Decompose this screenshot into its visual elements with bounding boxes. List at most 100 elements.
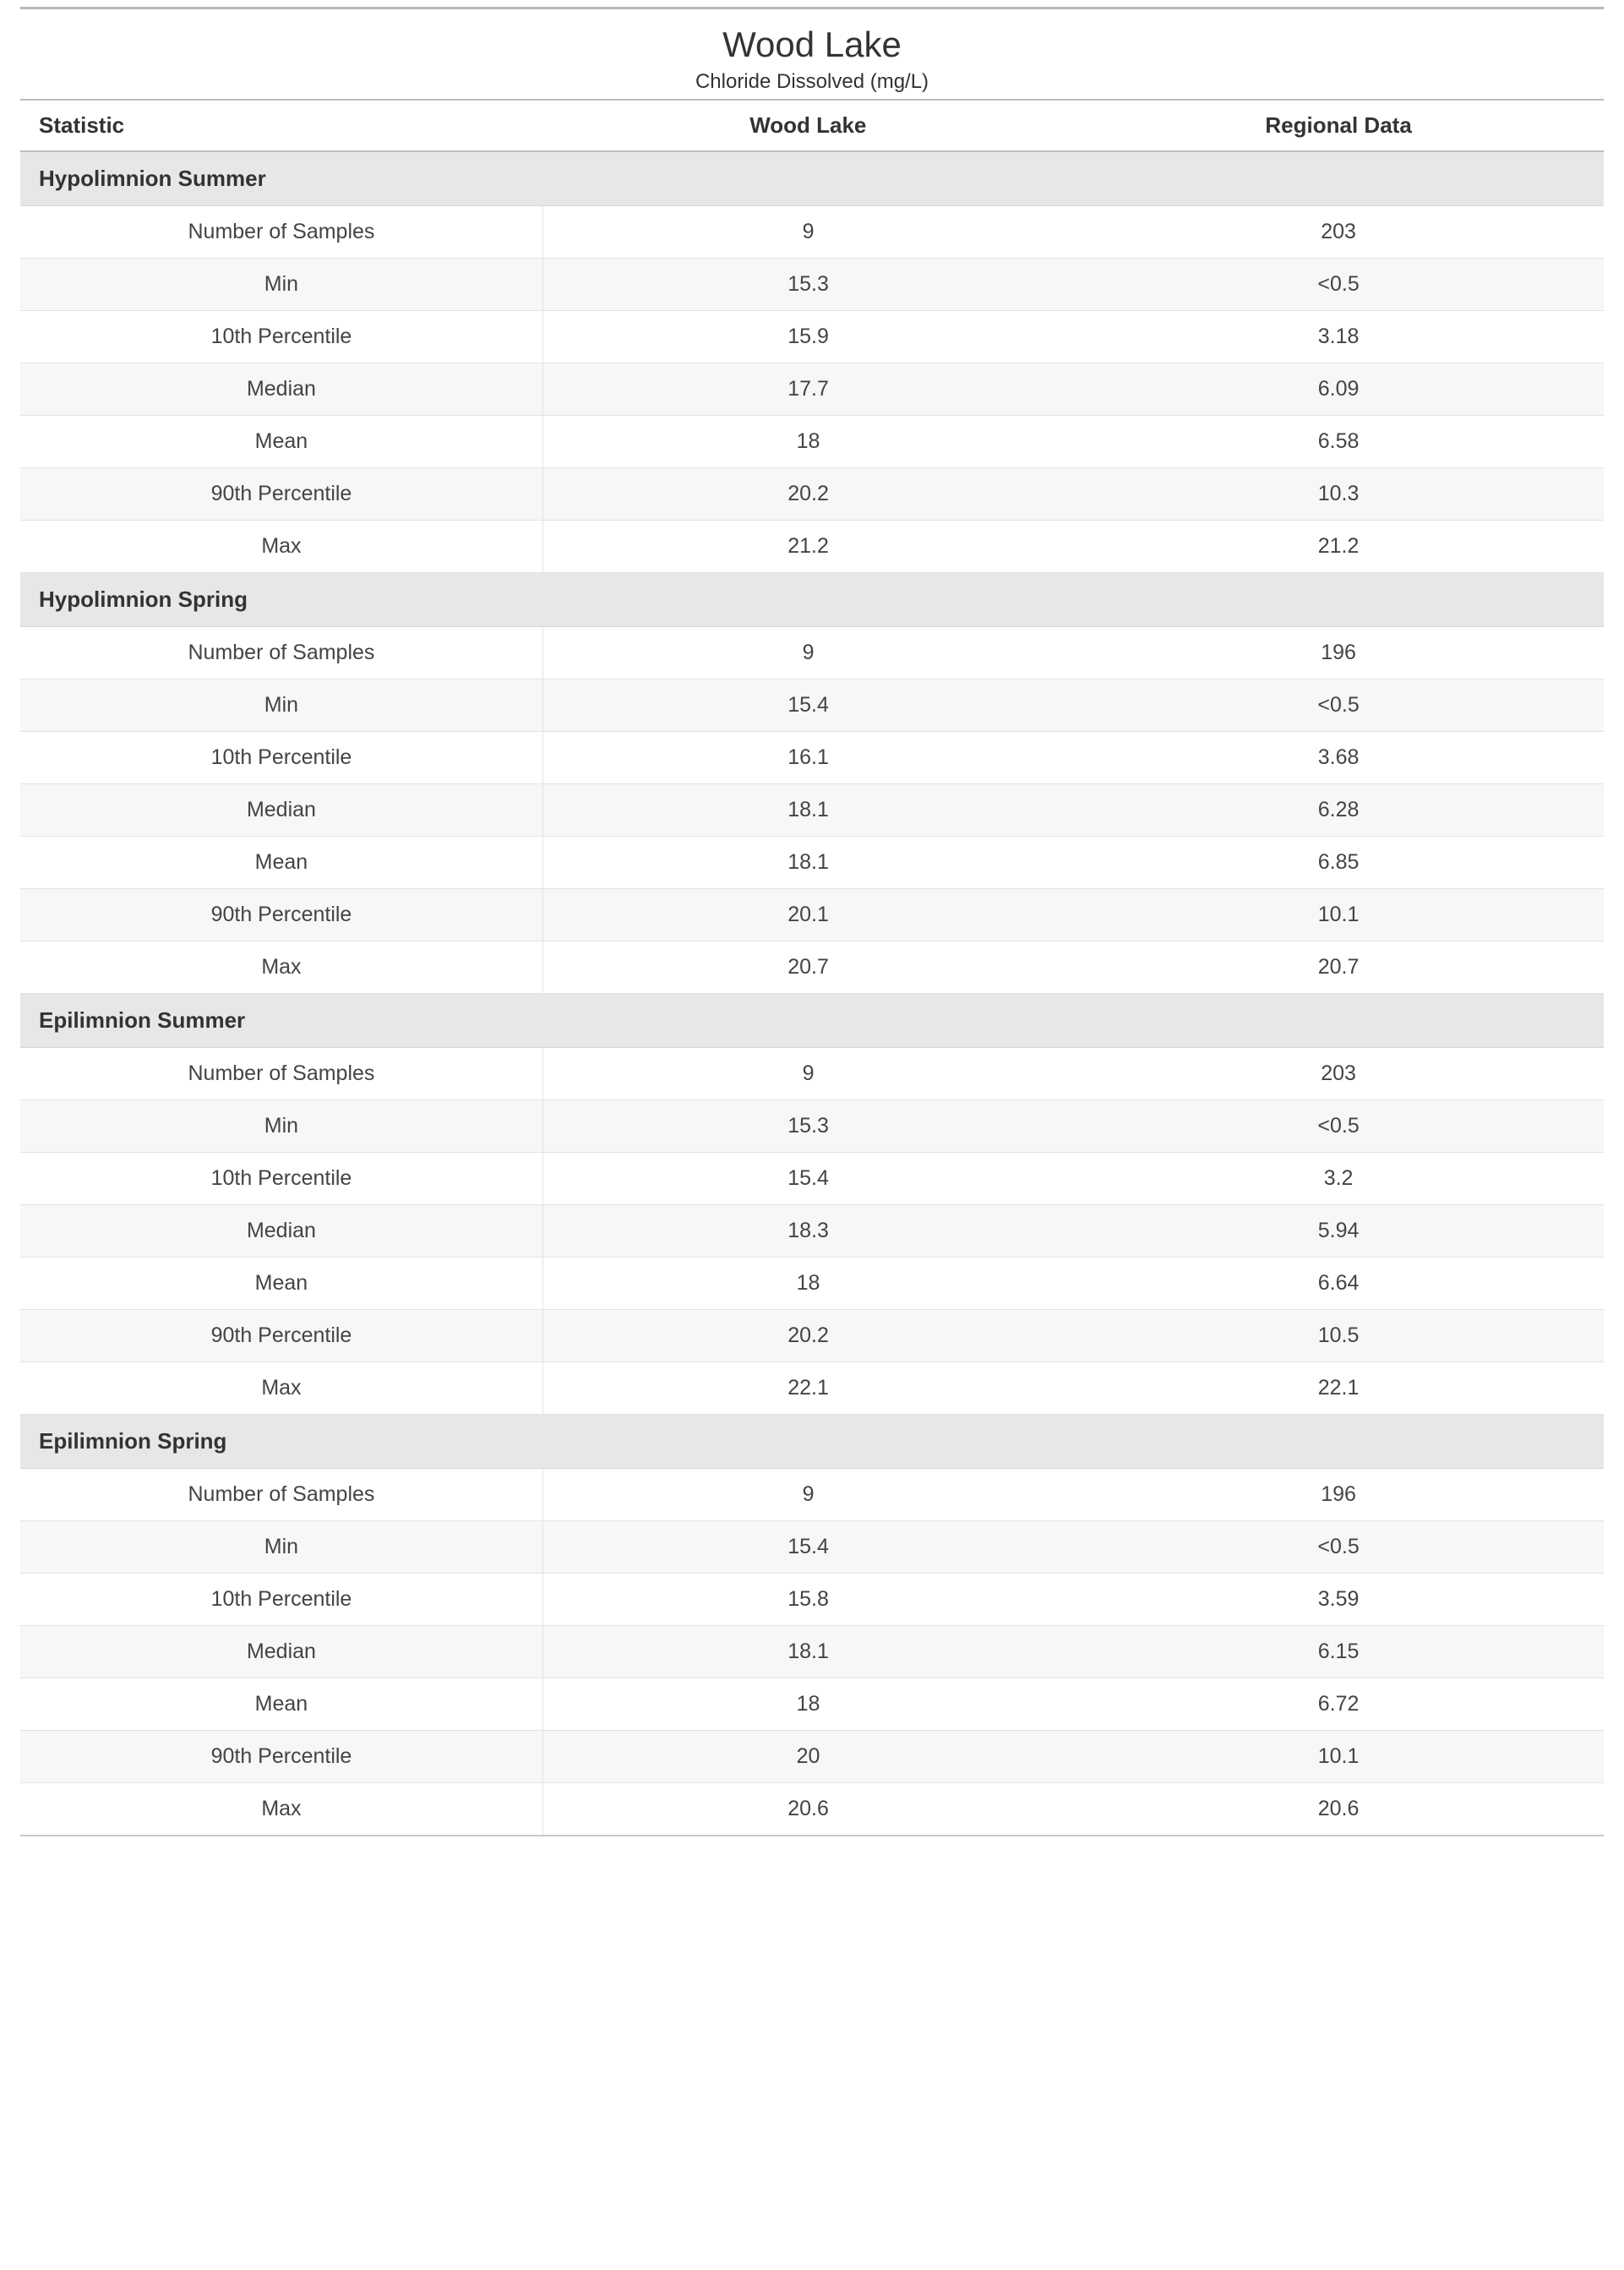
regional-cell: 6.72 [1073,1678,1604,1731]
regional-cell: 3.68 [1073,732,1604,784]
stat-name-cell: 10th Percentile [20,1153,542,1205]
page-subtitle: Chloride Dissolved (mg/L) [20,70,1604,94]
section-header: Epilimnion Summer [20,994,1604,1048]
table-row: Median18.16.28 [20,784,1604,837]
table-row: Median18.16.15 [20,1626,1604,1678]
wood-lake-cell: 18.1 [542,1626,1073,1678]
regional-cell: <0.5 [1073,259,1604,311]
wood-lake-cell: 18 [542,1678,1073,1731]
wood-lake-cell: 16.1 [542,732,1073,784]
table-head: Statistic Wood Lake Regional Data [20,100,1604,151]
wood-lake-cell: 20.6 [542,1783,1073,1836]
regional-cell: 203 [1073,206,1604,259]
wood-lake-cell: 20.7 [542,941,1073,994]
wood-lake-cell: 18.3 [542,1205,1073,1258]
wood-lake-cell: 18.1 [542,784,1073,837]
stat-name-cell: Min [20,1100,542,1153]
regional-cell: 5.94 [1073,1205,1604,1258]
stat-name-cell: Mean [20,837,542,889]
table-body: Hypolimnion SummerNumber of Samples9203M… [20,151,1604,1836]
stat-name-cell: Max [20,941,542,994]
stat-name-cell: Max [20,1362,542,1415]
stat-name-cell: Min [20,259,542,311]
regional-cell: 6.28 [1073,784,1604,837]
regional-cell: 6.64 [1073,1258,1604,1310]
stat-name-cell: Min [20,1521,542,1574]
wood-lake-cell: 9 [542,206,1073,259]
wood-lake-cell: 20.2 [542,468,1073,521]
section-header: Hypolimnion Summer [20,151,1604,206]
table-row: Number of Samples9203 [20,206,1604,259]
table-row: 10th Percentile15.43.2 [20,1153,1604,1205]
stat-name-cell: 90th Percentile [20,889,542,941]
regional-cell: 6.15 [1073,1626,1604,1678]
stat-name-cell: Median [20,784,542,837]
table-row: 90th Percentile20.210.5 [20,1310,1604,1362]
wood-lake-cell: 15.3 [542,259,1073,311]
table-row: Mean186.64 [20,1258,1604,1310]
top-rule [20,7,1604,9]
col-header-statistic: Statistic [20,100,542,151]
table-row: Min15.3<0.5 [20,259,1604,311]
table-row: 10th Percentile16.13.68 [20,732,1604,784]
regional-cell: 196 [1073,1469,1604,1521]
table-row: Mean186.72 [20,1678,1604,1731]
regional-cell: 6.09 [1073,363,1604,416]
stat-name-cell: Mean [20,1678,542,1731]
regional-cell: 6.58 [1073,416,1604,468]
regional-cell: 10.1 [1073,889,1604,941]
table-row: 10th Percentile15.83.59 [20,1574,1604,1626]
table-row: Min15.4<0.5 [20,679,1604,732]
wood-lake-cell: 20.1 [542,889,1073,941]
table-row: Mean186.58 [20,416,1604,468]
stat-name-cell: Mean [20,416,542,468]
regional-cell: 196 [1073,627,1604,679]
regional-cell: 203 [1073,1048,1604,1100]
section-title: Hypolimnion Spring [20,573,1604,627]
stat-name-cell: Max [20,521,542,573]
table-row: Max22.122.1 [20,1362,1604,1415]
regional-cell: <0.5 [1073,1100,1604,1153]
wood-lake-cell: 20.2 [542,1310,1073,1362]
regional-cell: 3.59 [1073,1574,1604,1626]
stat-name-cell: Mean [20,1258,542,1310]
regional-cell: 20.7 [1073,941,1604,994]
regional-cell: <0.5 [1073,679,1604,732]
wood-lake-cell: 21.2 [542,521,1073,573]
wood-lake-cell: 15.4 [542,1521,1073,1574]
regional-cell: 10.5 [1073,1310,1604,1362]
stat-name-cell: Median [20,1626,542,1678]
wood-lake-cell: 15.8 [542,1574,1073,1626]
regional-cell: 3.18 [1073,311,1604,363]
table-row: Max20.620.6 [20,1783,1604,1836]
stat-name-cell: 10th Percentile [20,311,542,363]
table-row: Min15.3<0.5 [20,1100,1604,1153]
stat-name-cell: Max [20,1783,542,1836]
title-block: Wood Lake Chloride Dissolved (mg/L) [20,16,1604,99]
table-row: 90th Percentile20.210.3 [20,468,1604,521]
stat-name-cell: Median [20,363,542,416]
col-header-regional: Regional Data [1073,100,1604,151]
regional-cell: 20.6 [1073,1783,1604,1836]
section-header: Epilimnion Spring [20,1415,1604,1469]
wood-lake-cell: 20 [542,1731,1073,1783]
wood-lake-cell: 15.4 [542,679,1073,732]
page-title: Wood Lake [20,25,1604,65]
table-row: 10th Percentile15.93.18 [20,311,1604,363]
table-row: Min15.4<0.5 [20,1521,1604,1574]
stat-name-cell: Median [20,1205,542,1258]
stat-name-cell: 90th Percentile [20,468,542,521]
table-row: Median18.35.94 [20,1205,1604,1258]
wood-lake-cell: 17.7 [542,363,1073,416]
section-title: Epilimnion Spring [20,1415,1604,1469]
wood-lake-cell: 18 [542,1258,1073,1310]
table-row: 90th Percentile20.110.1 [20,889,1604,941]
stat-name-cell: 10th Percentile [20,1574,542,1626]
wood-lake-cell: 9 [542,1469,1073,1521]
page-container: Wood Lake Chloride Dissolved (mg/L) Stat… [0,0,1624,1857]
wood-lake-cell: 18.1 [542,837,1073,889]
regional-cell: 10.1 [1073,1731,1604,1783]
regional-cell: 10.3 [1073,468,1604,521]
wood-lake-cell: 15.9 [542,311,1073,363]
regional-cell: 3.2 [1073,1153,1604,1205]
